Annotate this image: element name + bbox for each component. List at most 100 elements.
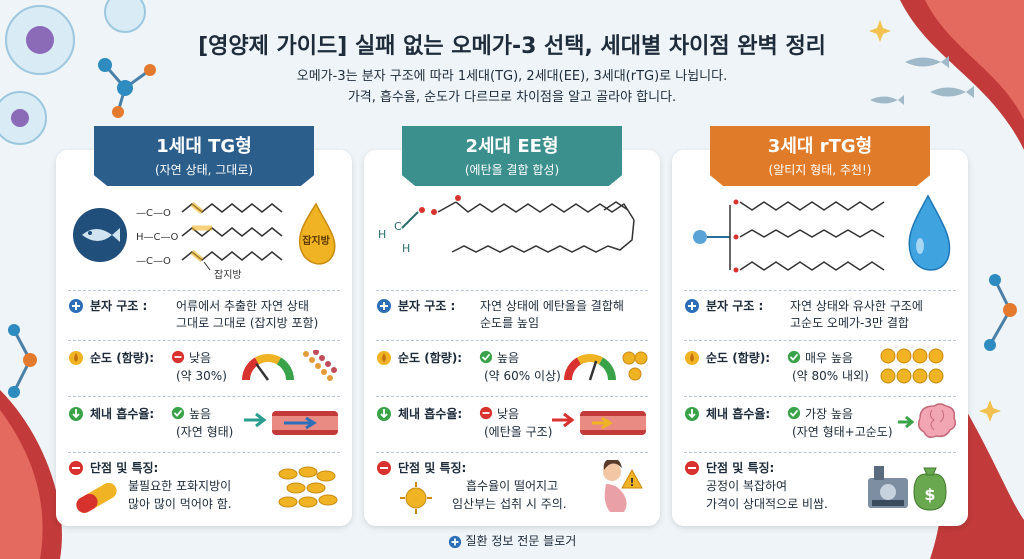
card-subheading: (에탄올 결합 합성) [464, 163, 560, 177]
svg-text:—C—O: —C—O [136, 256, 171, 267]
absorption-value: 낮음 [497, 407, 520, 421]
structure-line-1: 자연 상태와 유사한 구조에 [790, 299, 923, 313]
structure-label: 분자 구조 : [398, 299, 456, 313]
purity-detail: (약 60% 이상) [484, 369, 561, 383]
feature-row: 단점 및 특징: 불필요한 포화지방이 많아 많이 먹어야 함. [68, 460, 340, 516]
structure-line-1: 자연 상태에 에탄올을 결합해 [480, 299, 624, 313]
ribbon-gen3: 3세대 rTG형 (알티지 형태, 추천!) [710, 126, 930, 186]
impurity-label: 잡지방 [214, 269, 242, 281]
feature-line-2: 임산부는 섭취 시 주의. [452, 497, 567, 511]
feature-label: 단점 및 특징: [398, 461, 467, 475]
drop-icon [69, 351, 83, 365]
svg-text:C: C [394, 220, 402, 233]
subtitle-line-2: 가격, 흡수율, 순도가 다르므로 차이점을 알고 골라야 합니다. [347, 90, 677, 105]
feature-label: 단점 및 특징: [706, 461, 775, 475]
drop-icon [685, 351, 699, 365]
impurity-badge-label: 잡지방 [302, 234, 330, 247]
divider [684, 452, 956, 453]
svg-text:H: H [402, 242, 410, 255]
purity-value: 높음 [497, 351, 520, 365]
svg-text:$: $ [924, 485, 935, 504]
absorption-row: 체내 흡수율: 가장 높음 (자연 형태+고순도) [684, 403, 956, 446]
page-title: [영양제 가이드] 실패 없는 오메가-3 선택, 세대별 차이점 완벽 정리 [198, 34, 826, 59]
absorption-label: 체내 흡수율: [398, 407, 463, 421]
ribbon-gen1: 1세대 TG형 (자연 상태, 그대로) [94, 126, 314, 186]
purity-row: 순도 (함량): 낮음 (약 30%) [68, 350, 340, 390]
factory-money-icon: $ [868, 466, 947, 511]
purity-value: 매우 높음 [805, 351, 853, 365]
divider [68, 340, 340, 341]
divider [684, 290, 956, 291]
pregnant-woman-icon: ! [603, 460, 643, 512]
card-heading: 2세대 EE형 [465, 136, 559, 157]
feature-line-1: 흡수율이 떨어지고 [466, 479, 559, 493]
blood-vessel-icon [552, 411, 646, 435]
absorption-label: 체내 흡수율: [706, 407, 771, 421]
card-heading: 1세대 TG형 [156, 136, 252, 157]
check-circle-icon [479, 350, 493, 364]
purity-label: 순도 (함량): [706, 351, 771, 365]
divider [684, 340, 956, 341]
feature-row: 단점 및 특징: 공정이 복잡하여 가격이 상대적으로 비쌈. $ [684, 460, 956, 516]
divider [68, 452, 340, 453]
structure-line-1: 어류에서 추출한 자연 상태 [176, 299, 309, 313]
absorption-value: 높음 [189, 407, 212, 421]
oil-coins-icon [880, 348, 944, 384]
absorption-row: 체내 흡수율: 낮음 (에탄올 구조) [376, 406, 648, 446]
purity-gauge [242, 354, 294, 381]
subtitle-line-1: 오메가-3는 분자 구조에 따라 1세대(TG), 2세대(EE), 3세대(r… [296, 69, 728, 84]
card-subheading: (알티지 형태, 추천!) [768, 163, 872, 177]
absorb-icon [377, 407, 391, 421]
check-circle-icon [787, 350, 801, 364]
divider [684, 396, 956, 397]
purity-detail: (약 30%) [176, 369, 227, 383]
purity-gauge [564, 354, 616, 381]
ee-structure-diagram: H C H [378, 195, 635, 255]
gauge-needle [588, 360, 598, 381]
svg-text:—C—O: —C—O [136, 208, 171, 219]
tg-structure-diagram: —C—O H—C—O —C—O 잡지방 잡지방 [73, 202, 336, 281]
oil-drops-icon [622, 351, 648, 381]
virus-icon [400, 482, 432, 514]
capsules-pile-icon [278, 466, 338, 508]
feature-line-1: 불필요한 포화지방이 [128, 479, 232, 493]
plus-circle-icon [685, 299, 699, 313]
absorption-value: 가장 높음 [805, 407, 853, 421]
structure-label: 분자 구조 : [90, 299, 148, 313]
absorption-detail: (자연 형태) [176, 425, 234, 439]
feature-line-2: 가격이 상대적으로 비쌈. [706, 497, 828, 511]
structure-row: 분자 구조 : 자연 상태와 유사한 구조에 고순도 오메가-3만 결합 [684, 298, 956, 332]
minus-circle-icon [377, 461, 391, 475]
feature-line-2: 많아 많이 먹어야 함. [128, 497, 232, 511]
absorption-detail: (에탄올 구조) [484, 425, 553, 439]
divider [376, 396, 648, 397]
absorb-icon [69, 407, 83, 421]
brain-icon [898, 403, 956, 439]
footer-text: 질환 정보 전문 블로거 [465, 534, 577, 548]
drop-icon [377, 351, 391, 365]
divider [68, 396, 340, 397]
plus-circle-icon [69, 299, 83, 313]
capsule-icon [76, 482, 117, 513]
blood-vessel-icon [244, 411, 338, 435]
check-circle-icon [787, 406, 801, 420]
structure-row: 분자 구조 : 어류에서 추출한 자연 상태 그대로 그대로 (잡지방 포함) [68, 298, 340, 332]
ribbon-gen2: 2세대 EE형 (에탄올 결합 합성) [402, 126, 622, 186]
structure-line-2: 그대로 그대로 (잡지방 포함) [176, 316, 319, 330]
check-circle-icon [171, 406, 185, 420]
page-subtitle: 오메가-3는 분자 구조에 따라 1세대(TG), 2세대(EE), 3세대(r… [0, 66, 1024, 108]
purity-detail: (약 80% 내외) [792, 369, 869, 383]
card-subheading: (자연 상태, 그대로) [154, 163, 254, 177]
feature-label: 단점 및 특징: [90, 461, 159, 475]
purity-label: 순도 (함량): [90, 351, 155, 365]
purity-row: 순도 (함량): 매우 높음 (약 80% 내외) [684, 348, 956, 390]
structure-row: 분자 구조 : 자연 상태에 에탄올을 결합해 순도를 높임 [376, 298, 648, 332]
purity-value: 낮음 [189, 351, 212, 365]
gauge-needle [255, 363, 270, 381]
svg-text:!: ! [629, 476, 634, 489]
minus-circle-icon [685, 461, 699, 475]
absorb-icon [685, 407, 699, 421]
feature-row: 단점 및 특징: 흡수율이 떨어지고 임산부는 섭취 시 주의. ! [376, 460, 648, 516]
medical-cross-icon [448, 535, 461, 548]
rtg-structure-diagram [693, 194, 951, 273]
